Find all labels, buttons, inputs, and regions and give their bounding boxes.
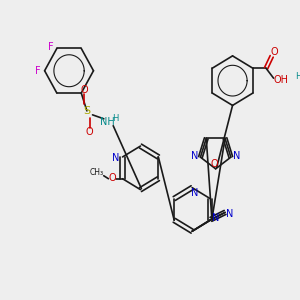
Text: O: O xyxy=(86,127,94,137)
Text: N: N xyxy=(191,151,199,161)
Text: CH₃: CH₃ xyxy=(90,168,104,177)
Text: F: F xyxy=(48,42,54,52)
Text: O: O xyxy=(108,173,116,183)
Text: S: S xyxy=(83,106,91,116)
Text: F: F xyxy=(35,66,41,76)
Text: O: O xyxy=(80,85,88,95)
Text: H: H xyxy=(295,72,300,81)
Text: OH: OH xyxy=(274,75,289,85)
Text: NH: NH xyxy=(100,117,115,127)
Text: N: N xyxy=(226,209,233,219)
Text: N: N xyxy=(212,213,219,224)
Text: N: N xyxy=(191,188,199,198)
Text: N: N xyxy=(233,151,240,161)
Text: N: N xyxy=(112,153,120,163)
Text: O: O xyxy=(211,159,218,169)
Text: H: H xyxy=(112,114,118,123)
Text: O: O xyxy=(271,47,278,57)
